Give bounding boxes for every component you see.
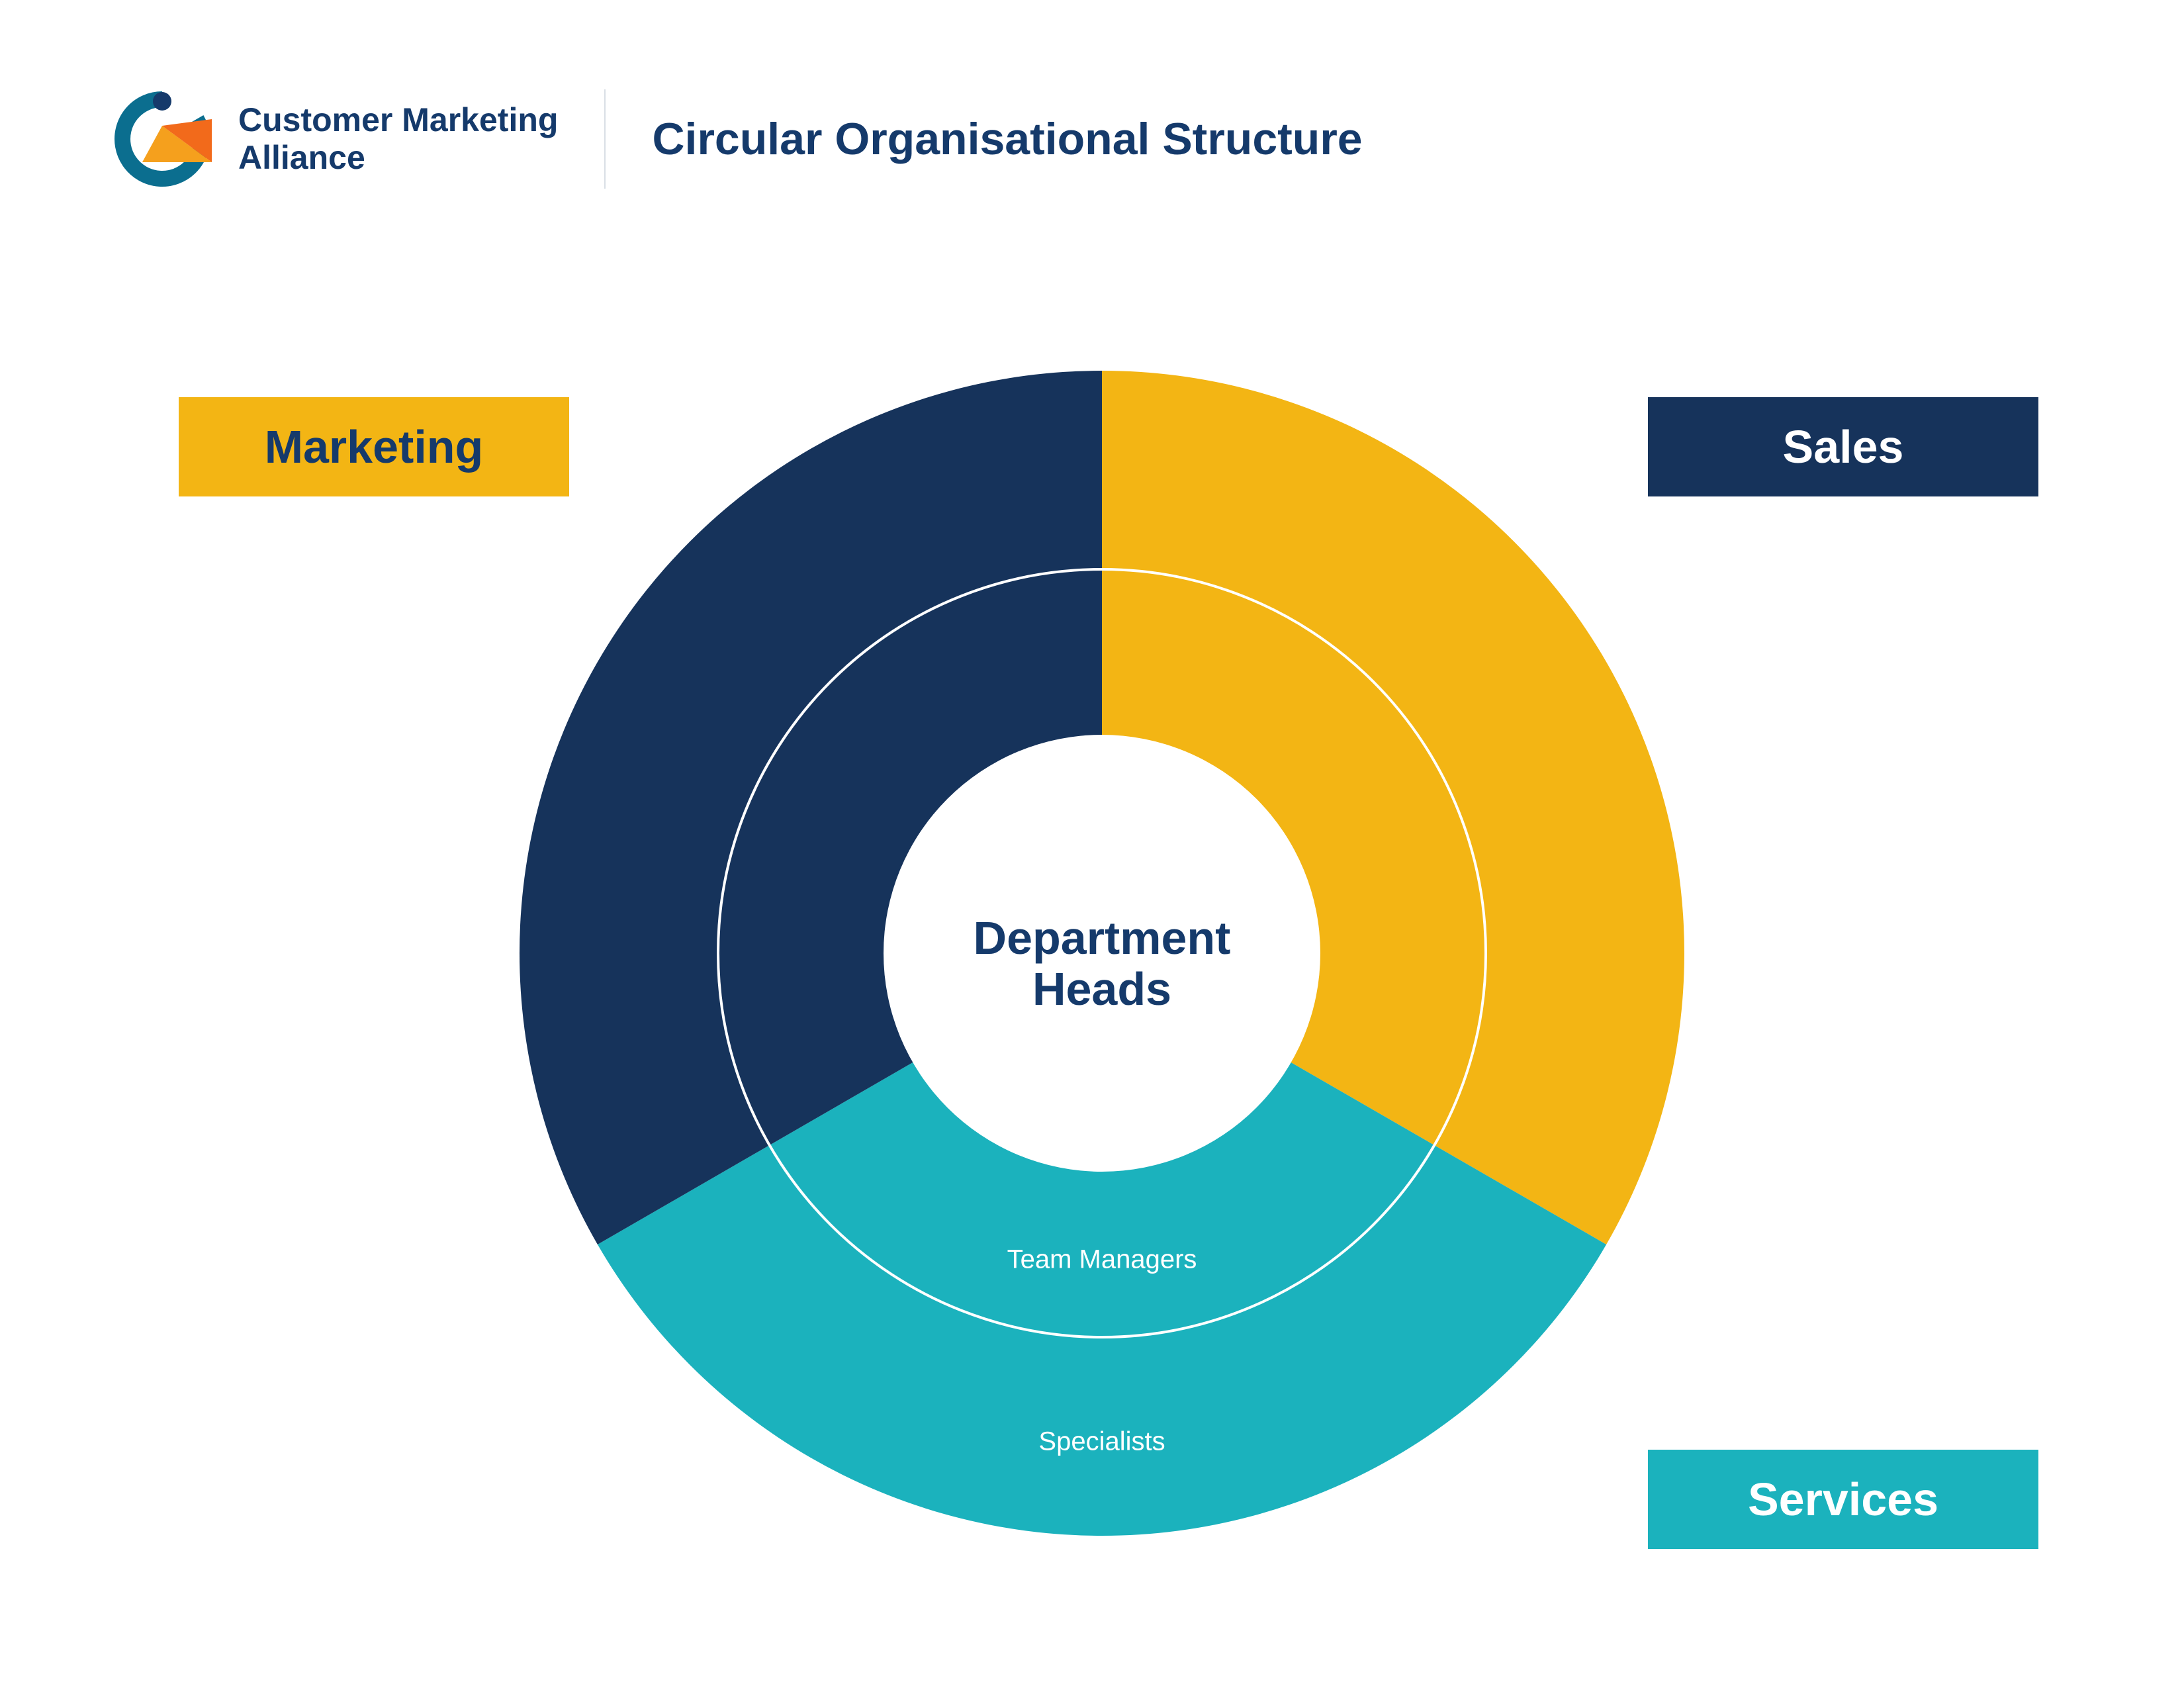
center-label-line1: Department: [974, 912, 1231, 964]
ring-label-team-managers: Team Managers: [1007, 1245, 1197, 1274]
org-circle-diagram: DepartmentHeads Team Managers Specialists: [0, 0, 2184, 1688]
center-label-line2: Heads: [1032, 963, 1171, 1015]
tag-services: Services: [1648, 1450, 2038, 1549]
page-root: Customer Marketing Alliance Circular Org…: [0, 0, 2184, 1688]
tag-marketing: Marketing: [179, 397, 569, 496]
ring-label-specialists: Specialists: [1038, 1427, 1165, 1456]
tag-sales: Sales: [1648, 397, 2038, 496]
